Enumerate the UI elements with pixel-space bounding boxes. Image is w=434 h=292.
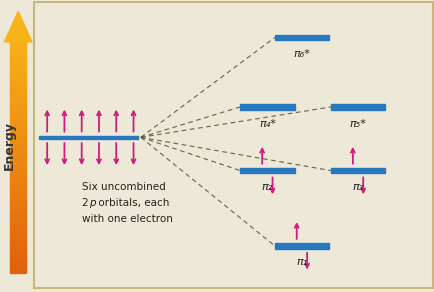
Text: Six uncombined: Six uncombined — [82, 182, 165, 192]
Bar — [39, 135, 138, 139]
Bar — [10, 99, 26, 103]
Text: π₃: π₃ — [352, 182, 363, 192]
Text: π₅*: π₅* — [349, 119, 365, 128]
Bar — [10, 88, 26, 91]
Bar — [10, 206, 26, 210]
Bar — [10, 52, 26, 56]
Bar — [10, 115, 26, 119]
Bar — [10, 111, 26, 115]
Bar — [10, 163, 26, 166]
Bar — [10, 210, 26, 214]
Bar — [330, 104, 385, 110]
Bar — [10, 250, 26, 253]
Bar — [10, 119, 26, 123]
Bar — [10, 246, 26, 250]
Bar — [10, 258, 26, 261]
Bar — [10, 143, 26, 147]
Bar — [10, 68, 26, 72]
Bar — [10, 107, 26, 111]
Bar — [10, 190, 26, 194]
Bar — [10, 171, 26, 174]
Bar — [10, 218, 26, 222]
Text: π₂: π₂ — [261, 182, 273, 192]
Bar — [10, 222, 26, 226]
Bar — [10, 242, 26, 246]
Bar — [10, 56, 26, 60]
Bar — [10, 269, 26, 273]
Bar — [10, 151, 26, 155]
Bar — [10, 174, 26, 178]
Bar — [10, 131, 26, 135]
Bar — [10, 214, 26, 218]
Bar — [10, 186, 26, 190]
Bar — [10, 84, 26, 88]
Bar — [10, 226, 26, 230]
Bar — [10, 40, 26, 44]
Bar — [240, 104, 294, 110]
Bar — [10, 60, 26, 64]
Text: 2: 2 — [82, 198, 88, 208]
Bar — [10, 48, 26, 52]
Bar — [10, 230, 26, 234]
Bar — [10, 198, 26, 202]
Bar — [10, 194, 26, 198]
Bar — [10, 76, 26, 80]
Bar — [330, 168, 385, 173]
Bar — [10, 202, 26, 206]
Bar — [10, 159, 26, 163]
Text: π₁: π₁ — [296, 257, 307, 267]
Bar — [10, 72, 26, 76]
Bar — [10, 80, 26, 84]
Bar — [10, 253, 26, 258]
Text: π₆*: π₆* — [293, 49, 309, 59]
Bar — [10, 265, 26, 269]
Bar — [274, 243, 329, 249]
Bar — [10, 123, 26, 127]
Text: Energy: Energy — [3, 121, 16, 171]
Bar — [10, 147, 26, 151]
Bar — [10, 64, 26, 68]
Bar — [10, 36, 26, 40]
Bar — [240, 168, 294, 173]
Bar — [10, 178, 26, 182]
Bar — [10, 135, 26, 139]
Bar — [274, 35, 329, 40]
Text: orbitals, each: orbitals, each — [95, 198, 169, 208]
Bar — [10, 95, 26, 99]
Text: π₄*: π₄* — [258, 119, 275, 128]
Text: with one electron: with one electron — [82, 214, 172, 224]
Bar — [10, 139, 26, 143]
Bar — [10, 91, 26, 95]
Bar — [10, 234, 26, 238]
Bar — [10, 127, 26, 131]
Bar — [10, 44, 26, 48]
Bar — [10, 238, 26, 242]
Polygon shape — [4, 11, 32, 42]
Text: p: p — [89, 198, 96, 208]
Bar — [10, 261, 26, 265]
Bar — [10, 103, 26, 107]
Bar — [10, 155, 26, 159]
Bar — [10, 182, 26, 186]
Bar — [10, 166, 26, 171]
